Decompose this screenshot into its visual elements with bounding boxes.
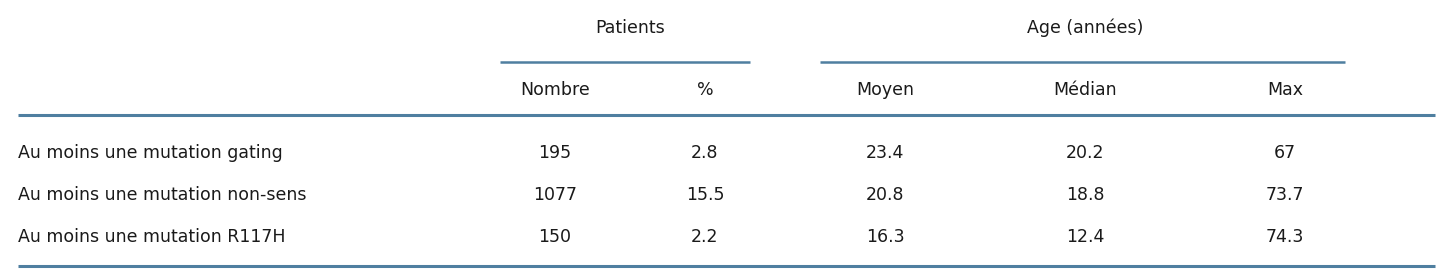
- Text: 150: 150: [538, 228, 571, 246]
- Text: 18.8: 18.8: [1066, 186, 1105, 204]
- Text: 15.5: 15.5: [686, 186, 724, 204]
- Text: Age (années): Age (années): [1027, 19, 1143, 37]
- Text: 1077: 1077: [534, 186, 577, 204]
- Text: Patients: Patients: [594, 19, 666, 37]
- Text: 20.8: 20.8: [866, 186, 905, 204]
- Text: %: %: [696, 81, 713, 99]
- Text: 16.3: 16.3: [866, 228, 905, 246]
- Text: 20.2: 20.2: [1066, 144, 1105, 162]
- Text: 12.4: 12.4: [1066, 228, 1105, 246]
- Text: 2.8: 2.8: [692, 144, 719, 162]
- Text: 195: 195: [538, 144, 571, 162]
- Text: 23.4: 23.4: [866, 144, 905, 162]
- Text: Max: Max: [1267, 81, 1304, 99]
- Text: Moyen: Moyen: [856, 81, 914, 99]
- Text: 73.7: 73.7: [1266, 186, 1304, 204]
- Text: 2.2: 2.2: [692, 228, 719, 246]
- Text: Médian: Médian: [1053, 81, 1116, 99]
- Text: Au moins une mutation gating: Au moins une mutation gating: [17, 144, 283, 162]
- Text: Au moins une mutation R117H: Au moins une mutation R117H: [17, 228, 286, 246]
- Text: Nombre: Nombre: [521, 81, 590, 99]
- Text: Au moins une mutation non-sens: Au moins une mutation non-sens: [17, 186, 306, 204]
- Text: 74.3: 74.3: [1266, 228, 1304, 246]
- Text: 67: 67: [1275, 144, 1296, 162]
